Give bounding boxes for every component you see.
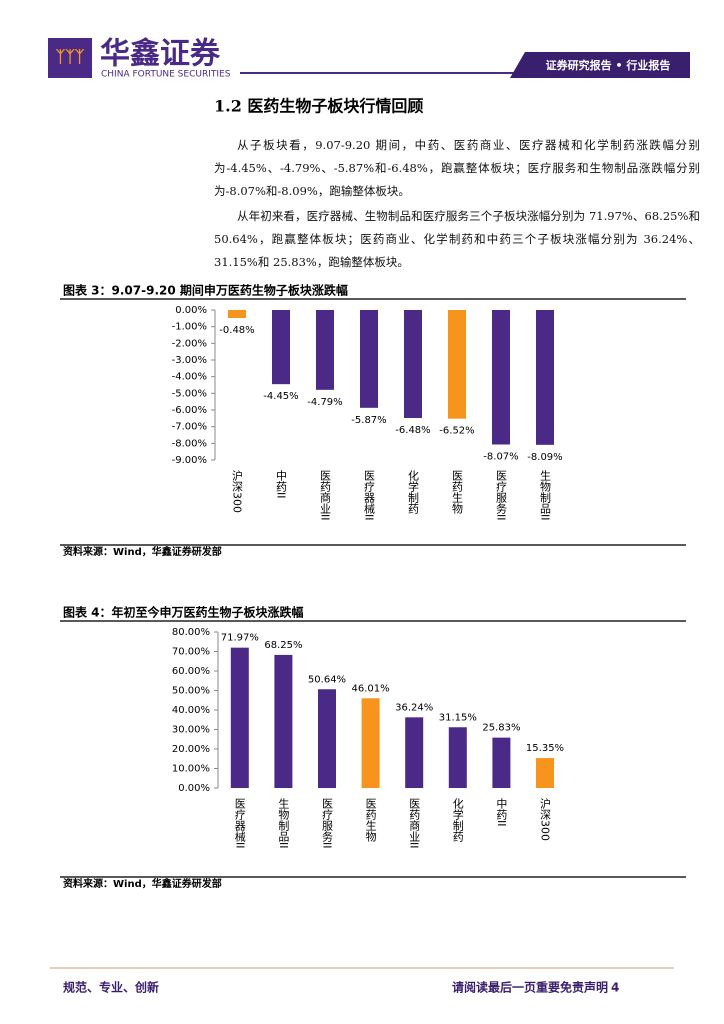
- x-tick-label: 生物制品II: [277, 797, 290, 849]
- x-tick-label: 医疗器械II: [363, 470, 376, 521]
- bar: [272, 310, 290, 385]
- y-tick-label: 20.00%: [172, 744, 210, 755]
- x-tick-label: 化学制药: [407, 469, 420, 515]
- header-tab: [510, 52, 690, 78]
- value-label: 50.64%: [308, 674, 346, 685]
- bar: [405, 717, 424, 788]
- y-tick-label: 30.00%: [172, 725, 210, 736]
- bar: [316, 310, 334, 390]
- bar: [230, 647, 249, 788]
- x-tick-label: 生物制品II: [539, 469, 552, 521]
- value-label: -8.09%: [527, 452, 562, 463]
- value-label: 25.83%: [482, 723, 520, 734]
- y-tick-label: -3.00%: [172, 355, 207, 366]
- y-tick-label: -9.00%: [172, 455, 207, 466]
- x-tick-label: 医疗服务II: [495, 470, 508, 521]
- value-label: -4.79%: [307, 397, 342, 408]
- paragraph: 从年初来看，医疗器械、生物制品和医疗服务三个子板块涨幅分别为 71.97%、68…: [214, 209, 700, 269]
- value-label: 68.25%: [264, 640, 302, 651]
- value-label: -5.87%: [351, 415, 386, 426]
- bar: [360, 310, 378, 408]
- x-tick-label: 医药生物: [364, 798, 377, 842]
- bar: [318, 689, 336, 788]
- bar: [536, 310, 554, 445]
- section-title: 1.2 医药生物子板块行情回顾: [214, 97, 423, 116]
- bar: [448, 727, 467, 788]
- footer-right: 请阅读最后一页重要免责声明: [452, 980, 608, 995]
- y-tick-label: -4.00%: [172, 372, 207, 383]
- logo-icon: ᛉᛉᛉ: [56, 47, 85, 66]
- y-tick-label: 80.00%: [172, 627, 210, 638]
- y-tick-label: 50.00%: [172, 686, 210, 697]
- value-label: -4.45%: [263, 391, 298, 402]
- chart-title: 图表 4：年初至今申万医药生物子板块涨跌幅: [63, 605, 304, 620]
- y-tick-label: 40.00%: [172, 705, 210, 716]
- x-tick-label: 医药商业II: [408, 798, 421, 849]
- x-tick-label: 沪深300: [231, 469, 244, 513]
- x-tick-label: 化学制药: [451, 797, 464, 843]
- x-tick-label: 医药商业II: [319, 470, 332, 521]
- x-tick-label: 中药II: [275, 470, 288, 499]
- y-tick-label: 10.00%: [172, 764, 210, 775]
- paragraph: 从子板块看，9.07-9.20 期间，中药、医药商业、医疗器械和化学制药涨跌幅分…: [214, 138, 700, 198]
- value-label: 36.24%: [395, 702, 433, 713]
- value-label: 46.01%: [352, 683, 390, 694]
- company-name: 华鑫证券: [100, 37, 221, 72]
- value-label: -6.52%: [439, 426, 474, 437]
- bar: [492, 737, 511, 788]
- chart-title: 图表 3：9.07-9.20 期间申万医药生物子板块涨跌幅: [63, 283, 348, 298]
- y-tick-label: -7.00%: [172, 422, 207, 433]
- value-label: 31.15%: [439, 712, 477, 723]
- page-number: 4: [611, 981, 619, 995]
- x-tick-label: 医疗服务II: [321, 798, 334, 849]
- y-tick-label: 70.00%: [172, 647, 210, 658]
- company-name-en: CHINA FORTUNE SECURITIES: [101, 70, 231, 80]
- footer-left: 规范、专业、创新: [63, 980, 159, 995]
- logo: [48, 38, 92, 78]
- y-tick-label: -8.00%: [172, 438, 207, 449]
- bar: [448, 310, 466, 419]
- bar: [492, 310, 510, 445]
- bar: [361, 698, 380, 788]
- report-type: 证券研究报告 • 行业报告: [546, 58, 671, 72]
- source: 资料来源：Wind，华鑫证券研发部: [63, 545, 222, 558]
- y-tick-label: 0.00%: [178, 783, 210, 794]
- y-tick-label: 60.00%: [172, 666, 210, 677]
- x-tick-label: 医药生物: [451, 470, 464, 514]
- value-label: -8.07%: [483, 452, 518, 463]
- x-tick-label: 中药II: [495, 798, 508, 827]
- value-label: 71.97%: [221, 633, 259, 644]
- y-tick-label: -6.00%: [172, 405, 207, 416]
- bar: [404, 310, 422, 418]
- value-label: -0.48%: [219, 325, 254, 336]
- x-tick-label: 沪深300: [539, 797, 552, 841]
- x-tick-label: 医疗器械II: [233, 798, 246, 849]
- value-label: 15.35%: [526, 743, 564, 754]
- y-tick-label: -2.00%: [172, 338, 207, 349]
- y-tick-label: 0.00%: [175, 305, 207, 316]
- y-tick-label: -5.00%: [172, 388, 207, 399]
- bar: [536, 758, 554, 788]
- bar: [228, 310, 246, 318]
- bar: [274, 654, 293, 788]
- source: 资料来源：Wind，华鑫证券研发部: [63, 877, 222, 890]
- value-label: -6.48%: [395, 425, 430, 436]
- y-tick-label: -1.00%: [172, 322, 207, 333]
